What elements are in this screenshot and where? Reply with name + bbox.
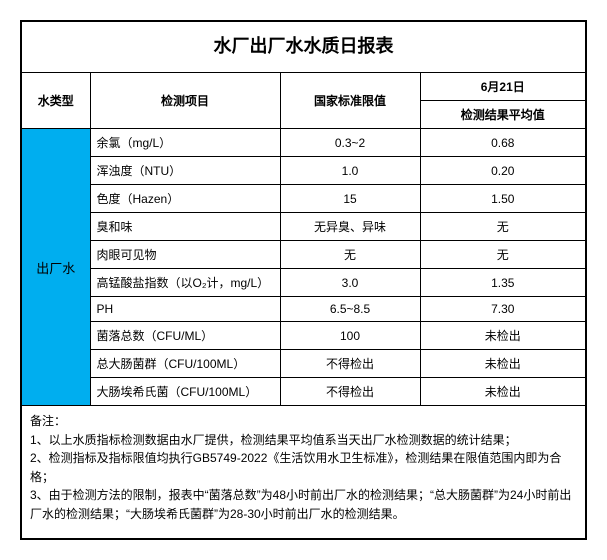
th-std-limit: 国家标准限值 — [280, 73, 420, 129]
table-row: 肉眼可见物 无 无 — [22, 241, 585, 269]
table-row: 大肠埃希氏菌（CFU/100ML） 不得检出 未检出 — [22, 378, 585, 406]
cell-std: 不得检出 — [280, 350, 420, 378]
cell-std: 3.0 — [280, 269, 420, 297]
cell-item: 大肠埃希氏菌（CFU/100ML） — [90, 378, 280, 406]
notes-line: 2、检测指标及指标限值均执行GB5749-2022《生活饮用水卫生标准》，检测结… — [30, 449, 577, 486]
th-date: 6月21日 — [420, 73, 585, 101]
th-water-type: 水类型 — [22, 73, 90, 129]
table-row: PH 6.5~8.5 7.30 — [22, 297, 585, 322]
cell-item: 余氯（mg/L） — [90, 129, 280, 157]
notes-row: 备注： 1、以上水质指标检测数据由水厂提供，检测结果平均值系当天出厂水检测数据的… — [22, 406, 585, 538]
cell-std: 1.0 — [280, 157, 420, 185]
cell-item: PH — [90, 297, 280, 322]
notes-heading: 备注： — [30, 412, 577, 431]
cell-std: 无 — [280, 241, 420, 269]
table-row: 总大肠菌群（CFU/100ML） 不得检出 未检出 — [22, 350, 585, 378]
cell-item: 臭和味 — [90, 213, 280, 241]
cell-val: 未检出 — [420, 322, 585, 350]
category-cell: 出厂水 — [22, 129, 90, 406]
cell-std: 不得检出 — [280, 378, 420, 406]
cell-val: 0.20 — [420, 157, 585, 185]
cell-std: 0.3~2 — [280, 129, 420, 157]
notes-line: 1、以上水质指标检测数据由水厂提供，检测结果平均值系当天出厂水检测数据的统计结果… — [30, 431, 577, 450]
cell-item: 总大肠菌群（CFU/100ML） — [90, 350, 280, 378]
cell-val: 7.30 — [420, 297, 585, 322]
cell-std: 6.5~8.5 — [280, 297, 420, 322]
cell-item: 浑浊度（NTU） — [90, 157, 280, 185]
table-row: 浑浊度（NTU） 1.0 0.20 — [22, 157, 585, 185]
cell-val: 1.50 — [420, 185, 585, 213]
cell-val: 无 — [420, 213, 585, 241]
cell-std: 15 — [280, 185, 420, 213]
cell-item: 高锰酸盐指数（以O₂计，mg/L） — [90, 269, 280, 297]
cell-std: 无异臭、异味 — [280, 213, 420, 241]
notes-line: 3、由于检测方法的限制，报表中“菌落总数”为48小时前出厂水的检测结果；“总大肠… — [30, 486, 577, 523]
cell-val: 0.68 — [420, 129, 585, 157]
th-test-item: 检测项目 — [90, 73, 280, 129]
th-avg-result: 检测结果平均值 — [420, 101, 585, 129]
cell-val: 1.35 — [420, 269, 585, 297]
report-title: 水厂出厂水水质日报表 — [22, 22, 585, 73]
table-header-row-1: 水类型 检测项目 国家标准限值 6月21日 — [22, 73, 585, 101]
cell-item: 菌落总数（CFU/ML） — [90, 322, 280, 350]
table-row: 出厂水 余氯（mg/L） 0.3~2 0.68 — [22, 129, 585, 157]
table-row: 色度（Hazen） 15 1.50 — [22, 185, 585, 213]
report-frame: 水厂出厂水水质日报表 水类型 检测项目 国家标准限值 6月21日 检测结果平均值… — [20, 20, 587, 540]
cell-std: 100 — [280, 322, 420, 350]
table-row: 高锰酸盐指数（以O₂计，mg/L） 3.0 1.35 — [22, 269, 585, 297]
table-row: 菌落总数（CFU/ML） 100 未检出 — [22, 322, 585, 350]
water-quality-table: 水类型 检测项目 国家标准限值 6月21日 检测结果平均值 出厂水 余氯（mg/… — [22, 73, 585, 538]
cell-item: 色度（Hazen） — [90, 185, 280, 213]
cell-item: 肉眼可见物 — [90, 241, 280, 269]
cell-val: 未检出 — [420, 378, 585, 406]
cell-val: 无 — [420, 241, 585, 269]
table-row: 臭和味 无异臭、异味 无 — [22, 213, 585, 241]
cell-val: 未检出 — [420, 350, 585, 378]
